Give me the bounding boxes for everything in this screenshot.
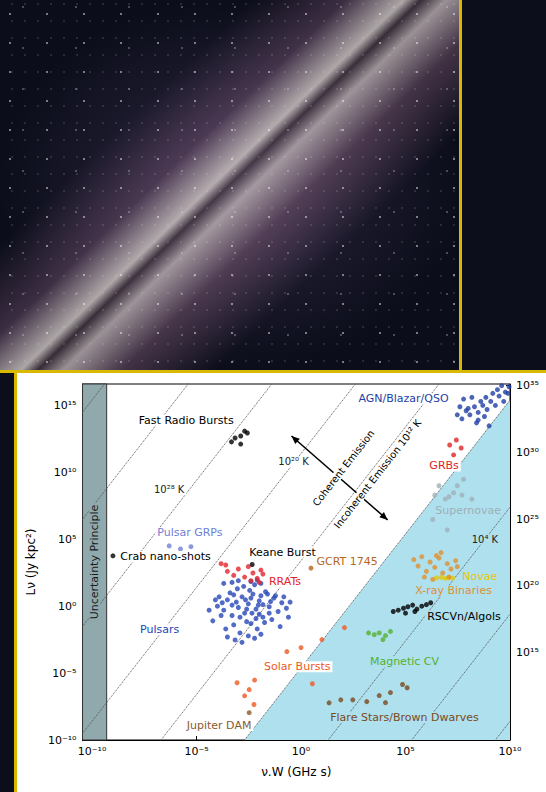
svg-text:10⁵: 10⁵ <box>58 533 76 546</box>
svg-text:10²⁰: 10²⁰ <box>516 579 539 592</box>
svg-text:10⁵: 10⁵ <box>396 745 414 758</box>
svg-text:Pulsar GRPs: Pulsar GRPs <box>157 526 223 539</box>
svg-text:Incoherent Emission 10¹² K: Incoherent Emission 10¹² K <box>332 417 424 530</box>
svg-text:Magnetic CV: Magnetic CV <box>370 655 440 668</box>
svg-text:Coherent Emission: Coherent Emission <box>310 427 377 509</box>
svg-text:RSCVn/Algols: RSCVn/Algols <box>427 610 501 623</box>
svg-text:Supernovae: Supernovae <box>435 504 501 517</box>
svg-text:X-ray Binaries: X-ray Binaries <box>415 584 492 597</box>
svg-text:10³⁵: 10³⁵ <box>516 379 539 392</box>
svg-text:10⁻⁵: 10⁻⁵ <box>184 745 208 758</box>
svg-text:Crab nano-shots: Crab nano-shots <box>120 550 211 563</box>
svg-text:Pulsars: Pulsars <box>140 623 179 636</box>
svg-text:10³⁰: 10³⁰ <box>516 446 539 459</box>
svg-text:Solar Bursts: Solar Bursts <box>264 660 331 673</box>
svg-text:Uncertainty Principle: Uncertainty Principle <box>88 504 101 619</box>
svg-text:10¹⁵: 10¹⁵ <box>54 399 77 412</box>
svg-text:10²⁵: 10²⁵ <box>516 513 539 526</box>
svg-text:10⁻⁵: 10⁻⁵ <box>52 667 76 680</box>
svg-text:10⁴ K: 10⁴ K <box>472 534 499 545</box>
svg-text:Novae: Novae <box>462 570 497 583</box>
svg-text:Flare Stars/Brown Dwarves: Flare Stars/Brown Dwarves <box>330 711 479 724</box>
svg-text:10¹⁵: 10¹⁵ <box>516 646 539 659</box>
svg-text:10⁻¹⁰: 10⁻¹⁰ <box>48 734 77 747</box>
svg-text:AGN/Blazar/QSO: AGN/Blazar/QSO <box>358 392 449 405</box>
svg-text:Lν (Jy kpc²): Lν (Jy kpc²) <box>24 529 38 596</box>
svg-text:10²⁸ K: 10²⁸ K <box>154 484 185 495</box>
svg-text:Jupiter DAM: Jupiter DAM <box>186 719 252 732</box>
svg-text:RRATs: RRATs <box>269 575 301 588</box>
svg-text:10⁰: 10⁰ <box>58 600 77 613</box>
svg-text:Fast Radio Bursts: Fast Radio Bursts <box>139 414 234 427</box>
svg-text:Keane Burst: Keane Burst <box>249 546 316 559</box>
svg-text:ν.W (GHz s): ν.W (GHz s) <box>261 765 331 779</box>
svg-text:10⁰: 10⁰ <box>292 745 311 758</box>
svg-text:10¹⁰: 10¹⁰ <box>499 745 522 758</box>
svg-text:10⁻¹⁰: 10⁻¹⁰ <box>78 745 107 758</box>
svg-text:10¹⁰: 10¹⁰ <box>54 466 77 479</box>
svg-text:GCRT 1745: GCRT 1745 <box>316 555 377 568</box>
svg-text:GRBs: GRBs <box>429 459 459 472</box>
svg-text:10²⁰ K: 10²⁰ K <box>278 456 309 467</box>
